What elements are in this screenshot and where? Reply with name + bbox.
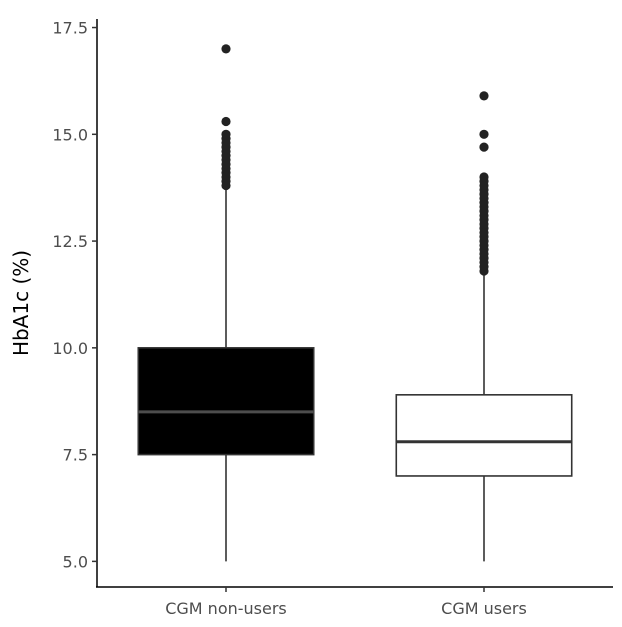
y-tick-label: 7.5 [63,446,88,465]
box [137,347,315,456]
y-tick-label: 10.0 [52,339,88,358]
box [395,394,573,477]
x-tick-label: CGM non-users [165,599,287,618]
y-axis-title: HbA1c (%) [9,250,33,356]
y-tick-label: 12.5 [52,232,88,251]
outlier-point [479,172,489,182]
outlier-point [221,44,231,54]
y-axis-ticks: 5.0 7.5 10.0 12.5 15.0 17.5 [52,19,97,571]
outlier-point [221,116,231,127]
outlier-point [221,129,231,139]
x-axis-ticks: CGM non-users CGM users [165,587,527,618]
y-tick-label: 17.5 [52,19,88,38]
y-tick-label: 5.0 [63,552,88,571]
x-tick-label: CGM users [441,599,527,618]
outlier-point [479,91,489,101]
box-group [395,91,573,562]
plot-area [137,44,573,562]
y-tick-label: 15.0 [52,125,88,144]
box-group [137,44,315,562]
outlier-point [479,142,489,152]
outlier-point [479,129,489,139]
